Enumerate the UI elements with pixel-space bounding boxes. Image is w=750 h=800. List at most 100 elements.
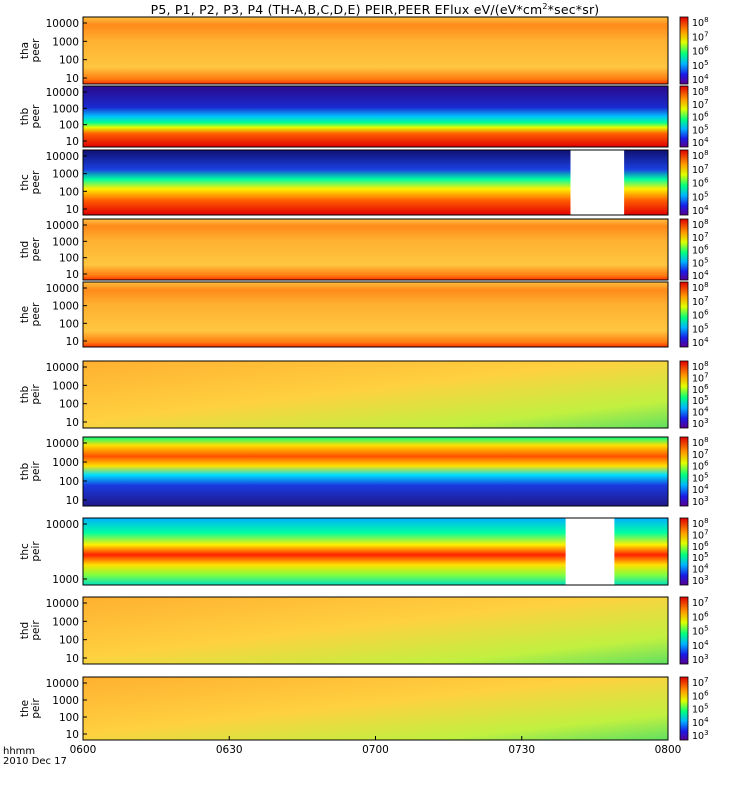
y-tick-label: 1000 [52,695,79,707]
spectrogram-image [83,361,668,428]
panel-frame [82,149,669,216]
colorbar-tick-label: 103 [692,495,709,508]
colorbar-tick-label: 107 [692,163,709,176]
y-tick-label: 1000 [52,301,79,313]
colorbar-tick-exponent: 6 [704,111,709,119]
y-tick-label: 10000 [46,220,79,232]
colorbar-tick-exponent: 5 [704,625,708,633]
y-tick-label: 10 [66,136,79,148]
colorbar-tick-label: 106 [692,177,709,190]
colorbar-tick-exponent: 4 [704,269,709,277]
colorbar-tick-exponent: 6 [704,177,709,185]
colorbar-tick-exponent: 3 [704,417,708,425]
colorbar-tick-exponent: 8 [704,149,708,157]
y-tick-label: 10000 [46,87,79,99]
species-label: peir [30,698,42,719]
colorbar-tick-label: 105 [692,625,709,638]
species-label: peer [30,38,42,63]
colorbar-tick-exponent: 5 [704,59,708,67]
spectrogram-image [83,219,668,280]
y-tick-label: 10000 [46,598,79,610]
colorbar-tick-exponent: 7 [704,295,708,303]
colorbar-tick-label: 108 [692,16,709,29]
colorbar-tick-exponent: 8 [704,436,708,444]
panel-frame [82,16,669,85]
spectrogram-image [83,282,668,347]
colorbar-tick-exponent: 4 [704,136,709,144]
colorbar-tick-label: 104 [692,336,709,349]
x-tick-label: 0600 [70,744,97,756]
y-tick-label: 10000 [46,151,79,163]
colorbar-tick-exponent: 7 [704,676,708,684]
colorbar-tick-exponent: 7 [704,98,708,106]
colorbar-tick-exponent: 6 [704,689,709,697]
plot-title-main: P5, P1, P2, P3, P4 (TH-A,B,C,D,E) PEIR,P… [150,2,543,18]
spectrogram-image [83,17,668,84]
probe-label: thc [19,543,31,560]
spectrogram-image [83,437,668,506]
y-tick-label: 100 [59,635,79,647]
panel-frame [82,517,669,586]
colorbar-tick-exponent: 7 [704,448,708,456]
colorbar-tick-label: 108 [692,281,709,294]
y-tick-label: 1000 [52,380,79,392]
colorbar-tick-label: 105 [692,59,709,72]
colorbar-tick-exponent: 4 [704,336,709,344]
y-tick-label: 100 [59,318,79,330]
colorbar-tick-exponent: 6 [704,540,709,548]
colorbar-tick-label: 107 [692,98,709,111]
colorbar-tick-exponent: 7 [704,371,708,379]
panel-frame [82,281,669,348]
panel-frame [82,596,669,665]
colorbar [679,85,689,148]
species-label: peir [30,620,42,641]
y-tick-label: 10 [66,653,79,665]
colorbar-tick-label: 105 [692,322,709,335]
colorbar-tick-exponent: 7 [704,596,708,604]
colorbar-tick-exponent: 3 [704,729,708,737]
species-label: peir [30,384,42,405]
colorbar-tick-exponent: 7 [704,163,708,171]
y-tick-label: 100 [59,712,79,724]
colorbar-tick-exponent: 5 [704,190,708,198]
y-tick-label: 100 [59,253,79,265]
x-tick-label: 0700 [362,744,389,756]
y-tick-label: 100 [59,399,79,411]
colorbar-tick-label: 104 [692,639,709,652]
colorbar-tick-label: 108 [692,149,709,162]
probe-label: thb [19,107,31,125]
colorbar [679,596,689,665]
y-tick-label: 1000 [52,103,79,115]
colorbar-tick-exponent: 3 [704,495,708,503]
colorbar-tick-exponent: 8 [704,85,708,93]
colorbar [679,218,689,281]
colorbar-tick-label: 105 [692,703,709,716]
y-tick-label: 10000 [46,283,79,295]
panel-frame [82,85,669,148]
colorbar-tick-exponent: 8 [704,281,708,289]
probe-label: the [19,306,31,323]
y-tick-label: 10000 [46,438,79,450]
colorbar-tick-label: 105 [692,123,709,136]
y-tick-label: 1000 [52,574,79,586]
colorbar-tick-exponent: 4 [704,406,709,414]
species-label: peer [30,237,42,262]
y-tick-label: 10000 [46,678,79,690]
colorbar-tick-exponent: 8 [704,360,708,368]
x-tick-label: 0630 [216,744,243,756]
y-tick-label: 10000 [46,18,79,30]
colorbar-tick-label: 103 [692,653,709,666]
colorbar-tick-exponent: 6 [704,610,709,618]
plot-title-superscript: 2 [542,2,548,11]
date-label: 2010 Dec 17 [3,756,67,767]
colorbar-tick-label: 106 [692,610,709,623]
colorbar-tick-exponent: 5 [704,703,708,711]
y-tick-label: 10 [66,417,79,429]
colorbar-tick-exponent: 5 [704,123,708,131]
colorbar-tick-label: 103 [692,574,709,587]
